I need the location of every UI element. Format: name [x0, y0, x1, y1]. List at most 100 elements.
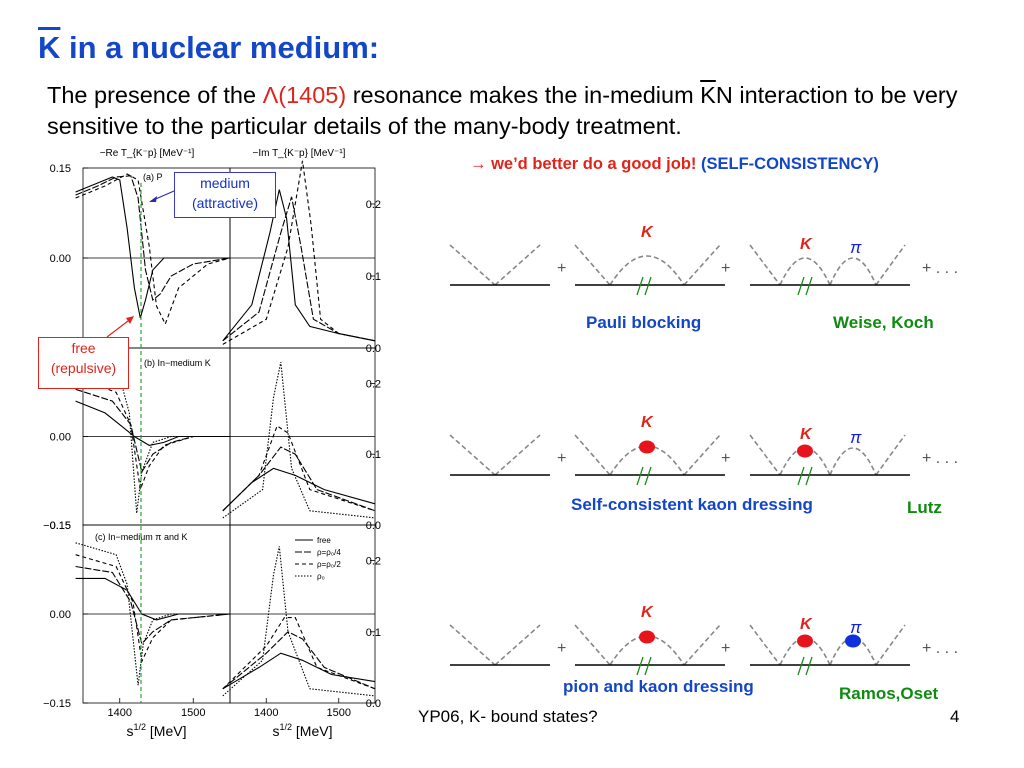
- pauli-mark: [797, 466, 805, 486]
- kaon-label: K: [800, 426, 813, 443]
- slogan-text: we’d better do a good job!: [486, 155, 697, 173]
- meson-line: [749, 434, 781, 476]
- label-pion-kaon: pion and kaon dressing: [563, 677, 754, 696]
- pauli-mark: [805, 466, 813, 486]
- ytick-label-re: 0.00: [50, 253, 71, 265]
- ytick-label-im: 0.1: [366, 449, 381, 461]
- intro-part3: N interaction to be very sensitive to th…: [47, 82, 958, 139]
- pauli-mark: [644, 466, 652, 486]
- amplitude-figure: −Re T_{K⁻p} [MeV⁻¹] −Im T_{K⁻p} [MeV⁻¹] 0.…: [37, 143, 382, 743]
- lambda-resonance: Λ(1405): [262, 82, 347, 108]
- plus-sign: +: [721, 640, 730, 657]
- intro-part2: resonance makes the in-medium: [346, 82, 701, 108]
- plus-sign: +: [557, 450, 566, 467]
- kaon-label: K: [641, 414, 654, 431]
- series-line: [75, 388, 230, 474]
- meson-loop: [779, 447, 831, 476]
- legend-label: free: [317, 536, 331, 545]
- series-line: [75, 376, 230, 492]
- series-line: [222, 425, 376, 512]
- pion-loop: [829, 257, 877, 286]
- series-line: [75, 176, 230, 319]
- kaon-dressing: [797, 444, 813, 458]
- page-number: 4: [950, 707, 960, 726]
- series-line: [75, 554, 231, 664]
- series-line: [75, 400, 230, 446]
- kaon-dressing: [639, 440, 655, 454]
- free-callout: free (repulsive): [38, 337, 129, 389]
- panel-label-b: (b) In−medium K: [144, 358, 211, 368]
- column-title-im: −Im T_{K⁻p} [MeV⁻¹]: [253, 148, 346, 159]
- intro-kbar: K: [700, 82, 716, 108]
- series-line: [222, 189, 376, 342]
- pauli-mark: [644, 276, 652, 296]
- legend-label: ρ₀: [317, 572, 325, 581]
- feynman-diagram-svg: + K + K π + . . . + K + K π + . . . + K + K π + . . .: [449, 224, 958, 676]
- series-line: [222, 467, 376, 512]
- ytick-label-re: −0.15: [43, 698, 71, 710]
- series-line: [75, 175, 231, 301]
- series-line: [222, 196, 376, 342]
- series-line: [75, 577, 230, 621]
- meson-line: [449, 624, 496, 666]
- x-axis-label: s1/2 [MeV]: [127, 722, 187, 739]
- series-line: [75, 359, 230, 514]
- meson-line: [875, 434, 906, 476]
- free-arrowhead: [126, 316, 134, 324]
- pauli-mark: [805, 276, 813, 296]
- series-line: [222, 160, 376, 345]
- series-line: [222, 652, 376, 690]
- series-line: [222, 617, 376, 690]
- arrow-icon: →: [470, 155, 487, 173]
- pion-loop: [829, 637, 877, 666]
- medium-arrowhead: [149, 196, 157, 202]
- free-callout-line1: free: [71, 340, 96, 356]
- pauli-mark: [797, 276, 805, 296]
- label-ramos-oset: Ramos,Oset: [839, 684, 939, 703]
- pion-label: π: [850, 238, 862, 257]
- label-weise-koch: Weise, Koch: [833, 313, 934, 332]
- ellipsis: + . . .: [922, 260, 958, 277]
- meson-line: [494, 244, 541, 286]
- kaon-label: K: [641, 604, 654, 621]
- amplitude-plots: −Re T_{K⁻p} [MeV⁻¹] −Im T_{K⁻p} [MeV⁻¹] 0.…: [43, 148, 381, 739]
- ytick-label-im: 0.2: [366, 199, 381, 211]
- ytick-label-re: 0.15: [50, 520, 71, 532]
- ytick-label-re: 0.15: [50, 163, 71, 175]
- meson-line: [494, 434, 541, 476]
- ellipsis: + . . .: [922, 640, 958, 657]
- xtick-label: 1400: [108, 707, 132, 719]
- ytick-label-re: 0.00: [50, 609, 71, 621]
- legend-label: ρ=ρ₀/2: [317, 560, 341, 569]
- pauli-mark: [805, 656, 813, 676]
- slogan-tag: (SELF-CONSISTENCY): [696, 155, 879, 173]
- medium-callout-line2: (attractive): [191, 195, 259, 211]
- pion-dressing: [845, 634, 861, 648]
- xtick-label: 1400: [254, 707, 278, 719]
- meson-line: [749, 624, 781, 666]
- meson-loop: [609, 255, 685, 286]
- series-line: [222, 546, 376, 697]
- series-line: [75, 173, 231, 326]
- title-kbar: K: [38, 30, 61, 65]
- series-line: [75, 565, 231, 645]
- meson-line: [574, 244, 611, 286]
- kaon-label: K: [800, 616, 813, 633]
- meson-line: [494, 624, 541, 666]
- xtick-label: 1500: [327, 707, 351, 719]
- meson-loop: [779, 637, 831, 666]
- x-axis-label: s1/2 [MeV]: [273, 722, 333, 739]
- free-callout-line2: (repulsive): [50, 360, 117, 376]
- meson-line: [683, 244, 721, 286]
- column-title-re: −Re T_{K⁻p} [MeV⁻¹]: [100, 148, 195, 159]
- meson-line: [449, 434, 496, 476]
- meson-loop: [779, 257, 831, 286]
- kaon-label: K: [641, 224, 654, 241]
- kaon-dressing: [639, 630, 655, 644]
- pauli-mark: [636, 466, 644, 486]
- ytick-label-re: −0.15: [43, 520, 71, 532]
- medium-callout-line1: medium: [200, 175, 250, 191]
- plus-sign: +: [721, 450, 730, 467]
- series-line: [75, 542, 230, 686]
